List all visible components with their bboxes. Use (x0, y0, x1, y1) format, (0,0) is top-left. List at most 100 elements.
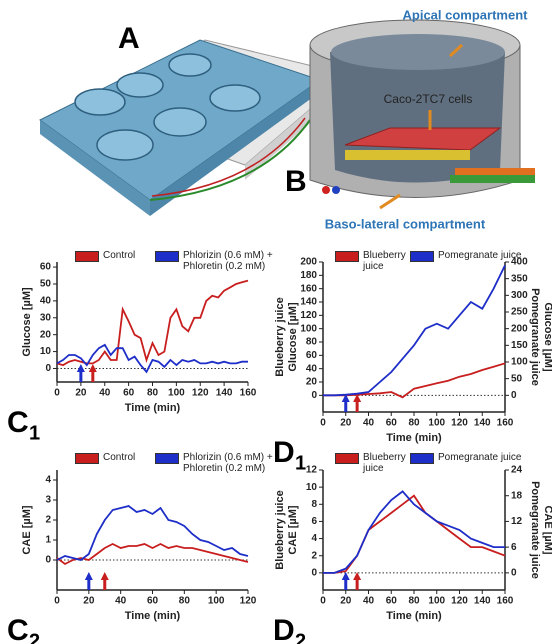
y-tick-label: 4 (45, 475, 51, 486)
y-tick-label: 30 (40, 312, 52, 323)
y-tick-label: 200 (300, 257, 317, 268)
legend-swatch (75, 453, 99, 464)
x-axis-label: Time (min) (125, 402, 181, 414)
x-tick-label: 20 (75, 388, 87, 399)
x-tick-label: 80 (147, 388, 159, 399)
annotation: Apical compartment (403, 7, 529, 22)
y2-tick-label: 0 (511, 390, 517, 401)
panel-label: C (7, 406, 29, 439)
insert-illustration (310, 20, 535, 208)
y2-tick-label: 50 (511, 373, 523, 384)
y-tick-label: 10 (306, 482, 318, 493)
x-axis-label: Time (min) (386, 610, 442, 622)
x-tick-label: 20 (340, 596, 352, 607)
legend-label: Blueberry juice (363, 452, 413, 474)
y-tick-label: 0 (45, 555, 51, 566)
x-tick-label: 100 (428, 418, 445, 429)
chart: A B Apical compartment Caco-2TC7 cells B… (0, 0, 552, 644)
panel-label: C (7, 614, 29, 644)
data-line (57, 345, 248, 372)
y2-tick-label: 350 (511, 273, 528, 284)
y2-axis-label: CAE [µM] (542, 505, 552, 554)
y-tick-label: 180 (300, 270, 317, 281)
y-tick-label: 60 (40, 262, 52, 273)
x-tick-label: 120 (192, 388, 209, 399)
y2-tick-label: 12 (511, 516, 523, 527)
data-line (323, 491, 505, 573)
x-tick-label: 60 (386, 418, 398, 429)
data-line (323, 265, 505, 395)
x-tick-label: 60 (123, 388, 135, 399)
time-arrow (85, 572, 93, 590)
x-tick-label: 140 (216, 388, 233, 399)
x-axis-label: Time (min) (386, 432, 442, 444)
legend-entry: Phlorizin (0.6 mM) + Phloretin (0.2 mM) (155, 452, 290, 474)
y2-tick-label: 24 (511, 465, 523, 476)
panel-label-sub: 1 (295, 452, 306, 474)
panel-label-sub: 2 (29, 630, 40, 644)
y-tick-label: 140 (300, 297, 317, 308)
y-tick-label: 2 (311, 550, 317, 561)
y-tick-label: 8 (311, 499, 317, 510)
x-tick-label: 80 (179, 596, 191, 607)
y-tick-label: 120 (300, 310, 317, 321)
x-tick-label: 60 (147, 596, 159, 607)
y-axis-label: Glucose [µM] (287, 302, 299, 372)
x-tick-label: 100 (168, 388, 185, 399)
x-tick-label: 100 (208, 596, 225, 607)
y-axis-label: CAE [µM] (287, 505, 299, 554)
data-line (323, 496, 505, 573)
legend-swatch (335, 453, 359, 464)
x-tick-label: 160 (240, 388, 257, 399)
x-tick-label: 60 (386, 596, 398, 607)
legend-label: Phlorizin (0.6 mM) + Phloretin (0.2 mM) (183, 452, 290, 474)
y2-tick-label: 150 (511, 340, 528, 351)
y-tick-label: 40 (306, 363, 318, 374)
y-axis-label: Glucose [µM] (21, 287, 33, 357)
x-tick-label: 0 (54, 388, 60, 399)
x-tick-label: 80 (408, 418, 420, 429)
data-line (57, 506, 248, 560)
x-tick-label: 40 (115, 596, 127, 607)
legend-swatch (410, 453, 434, 464)
y-tick-label: 12 (306, 465, 318, 476)
y2-tick-label: 0 (511, 567, 517, 578)
time-arrow (342, 572, 350, 590)
legend-entry: Pomegranate juice (410, 452, 521, 464)
y-tick-label: 2 (45, 515, 51, 526)
data-line (323, 363, 505, 397)
legend-swatch (155, 453, 179, 464)
x-tick-label: 20 (83, 596, 95, 607)
time-arrow (101, 572, 109, 590)
y-tick-label: 0 (311, 567, 317, 578)
y2-tick-label: 250 (511, 307, 528, 318)
y-axis-label: Blueberry juice (274, 490, 286, 569)
x-tick-label: 40 (99, 388, 111, 399)
x-tick-label: 120 (451, 418, 468, 429)
legend-swatch (155, 251, 179, 262)
time-arrow (342, 394, 350, 412)
y-tick-label: 100 (300, 323, 317, 334)
annotation: Baso-lateral compartment (325, 216, 486, 231)
x-tick-label: 140 (474, 418, 491, 429)
y2-axis-label: Pomegranate juice (529, 481, 541, 579)
y-tick-label: 80 (306, 337, 318, 348)
legend-label: Pomegranate juice (438, 452, 521, 463)
y2-tick-label: 300 (511, 290, 528, 301)
legend-entry: Blueberry juice (335, 452, 413, 474)
x-tick-label: 120 (451, 596, 468, 607)
y2-tick-label: 200 (511, 323, 528, 334)
legend-entry: Blueberry juice (335, 250, 413, 272)
legend-swatch (410, 251, 434, 262)
y2-tick-label: 100 (511, 357, 528, 368)
time-arrow (353, 572, 361, 590)
y2-tick-label: 18 (511, 490, 523, 501)
y-tick-label: 0 (311, 390, 317, 401)
y-tick-label: 50 (40, 279, 52, 290)
panel-label: D (273, 614, 295, 644)
x-axis-label: Time (min) (125, 610, 181, 622)
y-tick-label: 160 (300, 283, 317, 294)
annotation: Caco-2TC7 cells (384, 92, 473, 106)
legend-swatch (75, 251, 99, 262)
panel-label-sub: 2 (295, 630, 306, 644)
